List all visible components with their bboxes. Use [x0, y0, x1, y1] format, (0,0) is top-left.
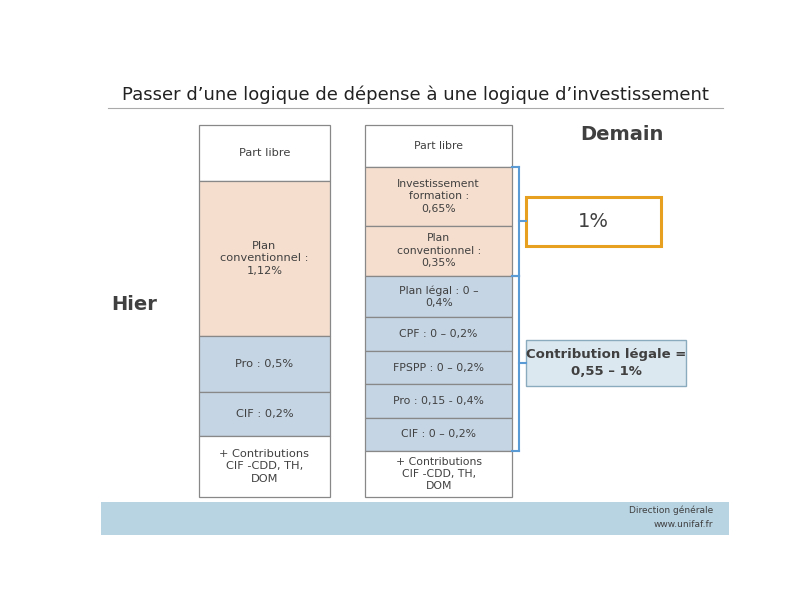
FancyBboxPatch shape [101, 502, 729, 535]
Text: Plan légal : 0 –
0,4%: Plan légal : 0 – 0,4% [399, 285, 479, 308]
FancyBboxPatch shape [364, 276, 513, 317]
Text: Plan
conventionnel :
0,35%: Plan conventionnel : 0,35% [397, 233, 481, 268]
FancyBboxPatch shape [198, 436, 330, 497]
FancyBboxPatch shape [198, 392, 330, 436]
FancyBboxPatch shape [364, 126, 513, 167]
Text: Pro : 0,15 - 0,4%: Pro : 0,15 - 0,4% [393, 396, 484, 406]
FancyBboxPatch shape [526, 340, 686, 386]
Text: Direction générale
www.unifaf.fr: Direction générale www.unifaf.fr [629, 506, 714, 529]
FancyBboxPatch shape [364, 317, 513, 351]
Text: Hier: Hier [111, 294, 157, 314]
FancyBboxPatch shape [364, 418, 513, 451]
FancyBboxPatch shape [198, 336, 330, 392]
Text: Investissement
formation :
0,65%: Investissement formation : 0,65% [398, 179, 480, 214]
Text: Part libre: Part libre [239, 148, 290, 158]
Text: CIF : 0,2%: CIF : 0,2% [236, 409, 293, 419]
FancyBboxPatch shape [364, 167, 513, 225]
FancyBboxPatch shape [364, 351, 513, 384]
Text: Contribution légale =
0,55 – 1%: Contribution légale = 0,55 – 1% [526, 349, 686, 379]
FancyBboxPatch shape [364, 384, 513, 418]
Text: CPF : 0 – 0,2%: CPF : 0 – 0,2% [399, 329, 478, 339]
FancyBboxPatch shape [364, 225, 513, 276]
Text: FPSPP : 0 – 0,2%: FPSPP : 0 – 0,2% [393, 362, 484, 373]
Text: Demain: Demain [581, 125, 664, 144]
Text: Plan
conventionnel :
1,12%: Plan conventionnel : 1,12% [220, 241, 309, 276]
FancyBboxPatch shape [198, 126, 330, 181]
Text: CIF : 0 – 0,2%: CIF : 0 – 0,2% [401, 429, 476, 439]
Text: + Contributions
CIF -CDD, TH,
DOM: + Contributions CIF -CDD, TH, DOM [395, 457, 482, 492]
Text: Pro : 0,5%: Pro : 0,5% [236, 359, 293, 369]
Text: + Contributions
CIF -CDD, TH,
DOM: + Contributions CIF -CDD, TH, DOM [220, 449, 309, 484]
Text: Passer d’une logique de dépense à une logique d’investissement: Passer d’une logique de dépense à une lo… [122, 85, 709, 103]
FancyBboxPatch shape [198, 181, 330, 336]
Text: 1%: 1% [578, 212, 609, 231]
Text: Part libre: Part libre [414, 141, 463, 151]
FancyBboxPatch shape [526, 197, 661, 246]
FancyBboxPatch shape [364, 451, 513, 497]
